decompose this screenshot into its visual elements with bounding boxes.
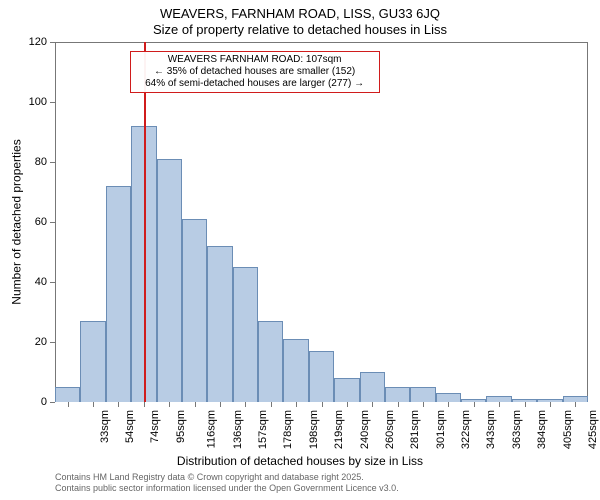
footer-line-1: Contains HM Land Registry data © Crown c… [55, 472, 399, 483]
x-tick-label: 260sqm [384, 410, 396, 449]
chart-title-address: WEAVERS, FARNHAM ROAD, LISS, GU33 6JQ [0, 6, 600, 21]
annotation-line: ← 35% of detached houses are smaller (15… [135, 66, 375, 78]
x-tick [296, 402, 297, 407]
x-tick-label: 425sqm [587, 410, 599, 449]
y-tick [50, 42, 55, 43]
x-tick [474, 402, 475, 407]
x-tick-label: 219sqm [333, 410, 345, 449]
x-tick [169, 402, 170, 407]
y-tick-label: 80 [17, 156, 47, 168]
chart-footer: Contains HM Land Registry data © Crown c… [55, 472, 399, 494]
histogram-bar [334, 378, 359, 402]
histogram-bar [309, 351, 334, 402]
x-tick [448, 402, 449, 407]
property-marker-line [144, 42, 146, 402]
x-tick-label: 178sqm [282, 410, 294, 449]
x-tick-label: 95sqm [175, 410, 187, 443]
y-tick [50, 402, 55, 403]
x-tick [372, 402, 373, 407]
histogram-bar [410, 387, 435, 402]
x-tick [398, 402, 399, 407]
y-tick [50, 282, 55, 283]
x-tick [68, 402, 69, 407]
y-tick [50, 342, 55, 343]
x-tick-label: 384sqm [536, 410, 548, 449]
x-tick-label: 157sqm [257, 410, 269, 449]
histogram-bar [157, 159, 182, 402]
x-tick [245, 402, 246, 407]
x-tick-label: 74sqm [149, 410, 161, 443]
x-tick-label: 405sqm [562, 410, 574, 449]
histogram-bar [182, 219, 207, 402]
x-tick [550, 402, 551, 407]
annotation-line: WEAVERS FARNHAM ROAD: 107sqm [135, 54, 375, 66]
histogram-bar [80, 321, 105, 402]
footer-line-2: Contains public sector information licen… [55, 483, 399, 494]
x-tick-label: 281sqm [409, 410, 421, 449]
x-tick-label: 343sqm [486, 410, 498, 449]
histogram-bar [283, 339, 308, 402]
histogram-bar [512, 399, 537, 402]
histogram-bar [486, 396, 511, 402]
x-tick [118, 402, 119, 407]
y-tick-label: 20 [17, 336, 47, 348]
x-tick [499, 402, 500, 407]
x-tick-label: 33sqm [99, 410, 111, 443]
histogram-bar [55, 387, 80, 402]
x-tick [423, 402, 424, 407]
x-tick-label: 116sqm [206, 410, 218, 448]
y-tick-label: 120 [17, 36, 47, 48]
annotation-line: 64% of semi-detached houses are larger (… [135, 78, 375, 90]
y-tick-label: 0 [17, 396, 47, 408]
histogram-bar [563, 396, 588, 402]
histogram-bar [385, 387, 410, 402]
annotation-box: WEAVERS FARNHAM ROAD: 107sqm← 35% of det… [130, 51, 380, 93]
x-tick-label: 198sqm [308, 410, 320, 449]
histogram-bar [207, 246, 232, 402]
y-tick [50, 102, 55, 103]
x-tick-label: 322sqm [460, 410, 472, 449]
x-tick [144, 402, 145, 407]
histogram-bar [461, 399, 486, 402]
x-tick-label: 240sqm [359, 410, 371, 449]
x-tick-label: 136sqm [232, 410, 244, 449]
histogram-bar [106, 186, 131, 402]
x-tick-label: 301sqm [435, 410, 447, 449]
histogram-bar [537, 399, 562, 402]
x-tick [525, 402, 526, 407]
x-tick [195, 402, 196, 407]
histogram-bar [258, 321, 283, 402]
chart-container: WEAVERS, FARNHAM ROAD, LISS, GU33 6JQ Si… [0, 0, 600, 500]
x-tick [322, 402, 323, 407]
y-tick-label: 60 [17, 216, 47, 228]
y-tick [50, 162, 55, 163]
x-tick [347, 402, 348, 407]
x-tick [220, 402, 221, 407]
x-tick-label: 363sqm [511, 410, 523, 449]
x-tick-label: 54sqm [124, 410, 136, 443]
x-tick [93, 402, 94, 407]
histogram-bar [360, 372, 385, 402]
y-tick [50, 222, 55, 223]
x-tick [575, 402, 576, 407]
x-axis-label: Distribution of detached houses by size … [0, 454, 600, 468]
histogram-bar [233, 267, 258, 402]
histogram-bar [436, 393, 461, 402]
chart-subtitle: Size of property relative to detached ho… [0, 22, 600, 37]
x-tick [271, 402, 272, 407]
y-tick-label: 100 [17, 96, 47, 108]
y-tick-label: 40 [17, 276, 47, 288]
